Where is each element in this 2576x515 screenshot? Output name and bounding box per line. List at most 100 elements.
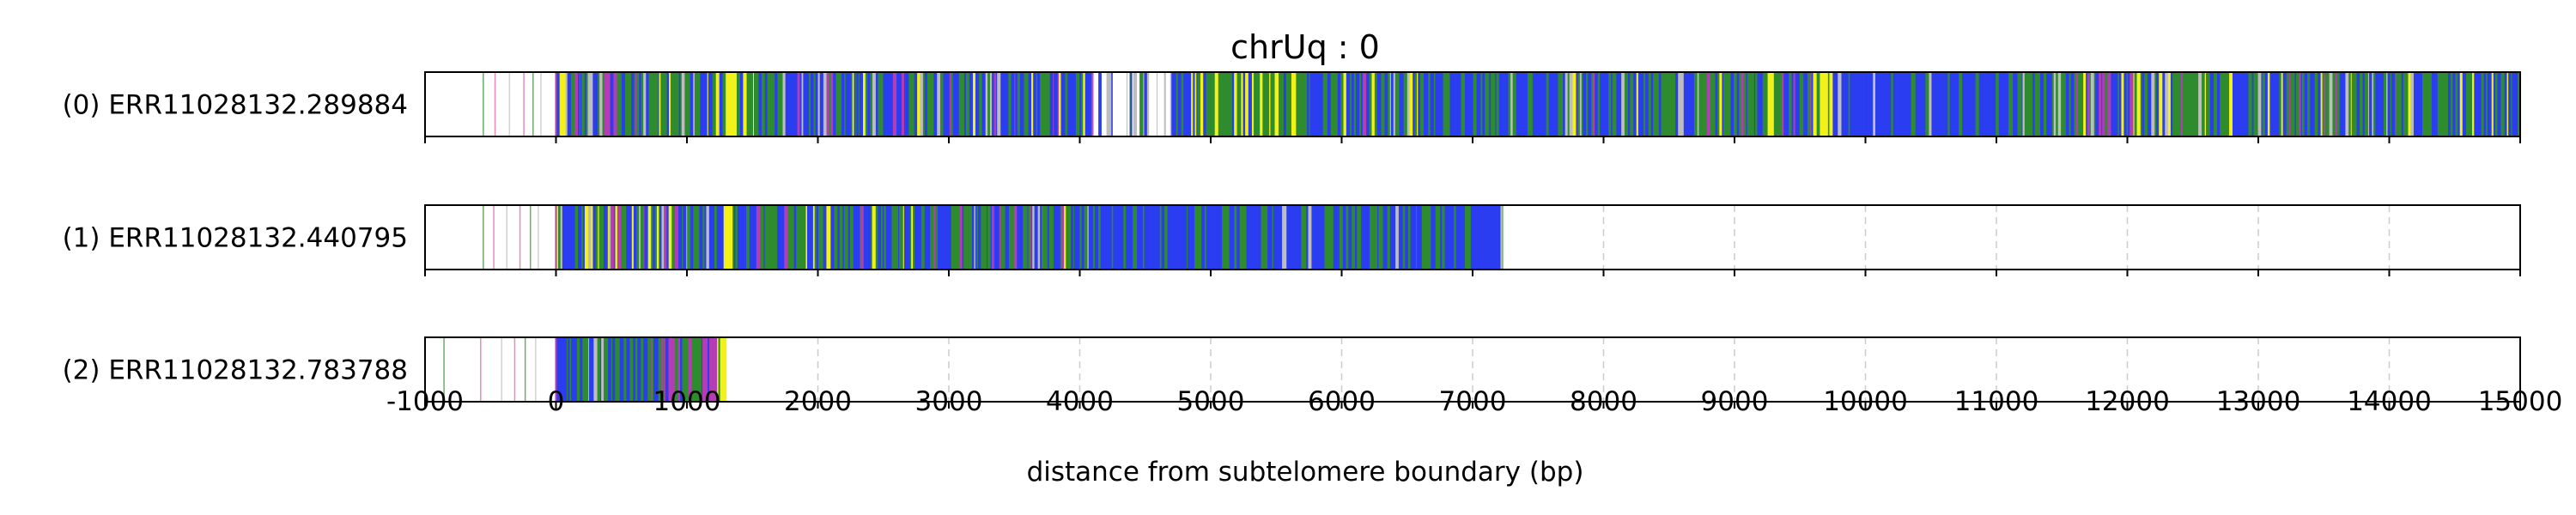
read-stripe — [2074, 72, 2076, 136]
read-stripe — [899, 72, 902, 136]
read-stripe — [2397, 72, 2400, 136]
read-stripe — [1553, 72, 1556, 136]
read-stripe — [793, 205, 797, 270]
read-stripe — [1483, 72, 1485, 136]
read-stripe — [1084, 205, 1086, 270]
read-stripe — [2444, 72, 2449, 136]
read-stripe — [1184, 205, 1188, 270]
read-stripe — [2165, 72, 2169, 136]
read-stripe — [1000, 205, 1003, 270]
read-stripe — [1991, 72, 1993, 136]
read-stripe — [1157, 205, 1161, 270]
read-stripe — [951, 72, 954, 136]
read-stripe — [860, 205, 861, 270]
read-stripe — [944, 205, 947, 270]
read-stripe — [567, 337, 568, 402]
read-stripe — [2455, 72, 2458, 136]
read-stripe — [1041, 205, 1044, 270]
read-stripe — [2488, 72, 2493, 136]
read-stripe — [1396, 72, 1400, 136]
read-stripe — [920, 205, 922, 270]
read-stripe — [962, 205, 964, 270]
read-stripe — [558, 205, 562, 270]
read-stripe — [567, 72, 572, 136]
read-stripe — [951, 205, 956, 270]
read-stripe — [1491, 72, 1494, 136]
read-stripe — [2104, 72, 2108, 136]
read-stripe — [841, 205, 843, 270]
read-stripe — [2159, 72, 2163, 136]
read-stripe — [732, 72, 735, 136]
read-stripe — [957, 205, 959, 270]
read-stripe — [631, 205, 635, 270]
read-stripe — [2436, 72, 2439, 136]
read-stripe — [1567, 72, 1571, 136]
read-stripe — [1249, 72, 1253, 136]
read-stripe — [1421, 72, 1425, 136]
read-stripe — [1034, 205, 1039, 270]
x-tick-label: 2000 — [784, 386, 852, 417]
read-stripe — [820, 205, 824, 270]
read-stripe — [2123, 72, 2128, 136]
read-stripe — [823, 72, 827, 136]
read-stripe — [593, 72, 598, 136]
read-stripe — [1206, 72, 1209, 136]
read-stripe — [2198, 72, 2202, 136]
read-stripe — [943, 72, 945, 136]
read-stripe — [1541, 72, 1545, 136]
read-stripe — [863, 72, 866, 136]
read-stripe — [693, 205, 697, 270]
read-stripe — [1750, 72, 1755, 136]
read-stripe — [737, 205, 741, 270]
read-stripe — [1209, 205, 1212, 270]
read-stripe — [1564, 72, 1566, 136]
read-stripe — [1697, 72, 1699, 136]
read-stripe — [2069, 72, 2072, 136]
read-stripe — [1361, 72, 1364, 136]
read-stripe — [767, 205, 769, 270]
read-stripe — [1923, 72, 1926, 136]
read-stripe — [2087, 72, 2091, 136]
read-stripe — [875, 72, 878, 136]
read-stripe — [1118, 72, 1121, 136]
read-stripe — [812, 205, 816, 270]
read-stripe — [612, 337, 614, 402]
read-stripe — [891, 205, 896, 270]
read-stripe — [975, 72, 980, 136]
read-stripe — [1949, 72, 1953, 136]
read-stripe — [713, 72, 717, 136]
read-stripe — [770, 205, 773, 270]
read-stripe — [791, 205, 795, 270]
read-stripe — [2286, 72, 2290, 136]
read-stripe — [1112, 72, 1116, 136]
read-stripe — [694, 72, 697, 136]
prefix-mark — [540, 72, 542, 136]
read-stripe — [760, 205, 762, 270]
read-stripe — [712, 72, 714, 136]
read-stripe — [1450, 205, 1455, 270]
read-stripe — [2128, 72, 2130, 136]
x-tick-label: 10000 — [1823, 386, 1908, 417]
read-stripe — [855, 72, 857, 136]
read-stripe — [1759, 72, 1764, 136]
read-stripe — [1011, 72, 1014, 136]
read-stripe — [2443, 72, 2445, 136]
read-stripe — [774, 72, 775, 136]
read-stripe — [614, 205, 616, 270]
read-stripe — [1832, 72, 1833, 136]
read-stripe — [1581, 72, 1583, 136]
read-stripe — [1941, 72, 1945, 136]
read-stripe — [2373, 72, 2376, 136]
read-stripe — [1630, 72, 1634, 136]
read-stripe — [2218, 72, 2221, 136]
read-stripe — [578, 205, 580, 270]
read-stripe — [1333, 205, 1336, 270]
read-stripe — [1493, 72, 1496, 136]
read-stripe — [1965, 72, 1968, 136]
read-stripe — [576, 337, 580, 402]
read-stripe — [562, 72, 567, 136]
read-stripe — [1149, 72, 1153, 136]
read-stripe — [806, 72, 810, 136]
read-stripe — [1989, 72, 1992, 136]
read-stripe — [1516, 72, 1519, 136]
